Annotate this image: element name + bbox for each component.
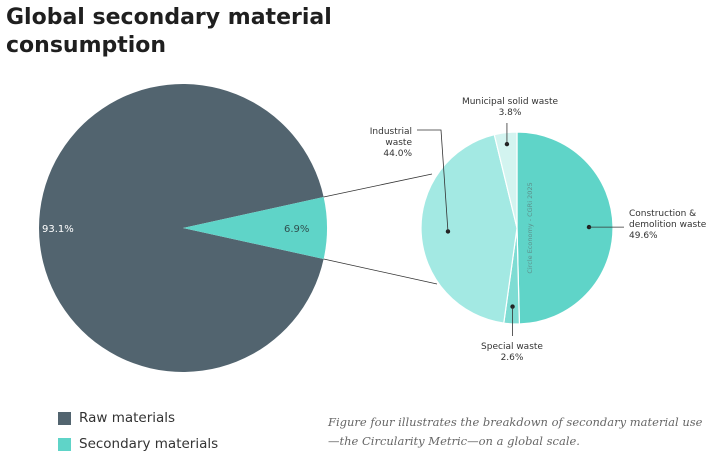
legend-item-raw-materials: Raw materials <box>58 405 218 431</box>
main-pie: 93.1% 6.9% <box>38 83 327 372</box>
annotation-construction-demolition-waste: Construction & demolition waste 49.6% <box>629 209 707 241</box>
pie-slice-raw-materials <box>38 83 324 372</box>
annotation-industrial-waste: Industrial waste 44.0% <box>370 127 413 159</box>
pie-charts: 93.1% 6.9% Circle Economy - CGRi 2025 Con… <box>38 83 707 372</box>
legend-swatch-secondary-materials <box>58 437 71 451</box>
pie-slice-municipal-solid-waste <box>493 131 518 229</box>
pie-slice-secondary-materials <box>183 197 327 259</box>
legend-label: Raw materials <box>79 410 176 426</box>
pie-slice-industrial-waste <box>420 133 518 324</box>
annotation-special-waste: Special waste 2.6% <box>481 342 543 363</box>
legend-swatch-raw-materials <box>58 411 71 425</box>
breakdown-pie: Circle Economy - CGRi 2025 <box>420 131 614 325</box>
connector-lines <box>323 173 438 285</box>
breakdown-annotations: Construction & demolition waste 49.6% Speci… <box>370 97 707 363</box>
watermark-text: Circle Economy - CGRi 2025 <box>526 182 534 273</box>
annotation-municipal-solid-waste: Municipal solid waste 3.8% <box>462 97 559 118</box>
chart-title: Global secondary material consumption <box>6 5 332 58</box>
legend-label: Secondary materials <box>79 436 219 452</box>
data-label-secondary-materials: 6.9% <box>284 224 309 235</box>
connector-line-bottom <box>323 258 438 285</box>
data-label-raw-materials: 93.1% <box>42 224 74 235</box>
figure-caption: Figure four illustrates the breakdown of… <box>328 415 703 448</box>
legend: Raw materials Secondary materials <box>58 405 218 457</box>
connector-line-top <box>323 173 433 198</box>
annotation-line-industrial <box>417 129 449 232</box>
legend-item-secondary-materials: Secondary materials <box>58 431 218 457</box>
